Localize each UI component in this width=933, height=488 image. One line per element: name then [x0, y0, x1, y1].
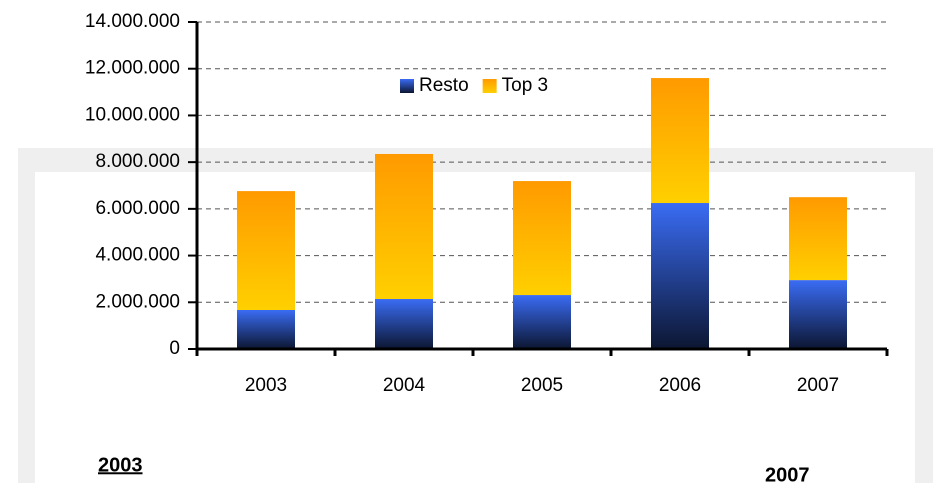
y-tick-label: 12.000.000 [85, 58, 180, 79]
legend-label: Resto [419, 75, 469, 96]
panel [35, 172, 915, 483]
bar-segment [789, 197, 847, 281]
bar-segment [513, 181, 571, 296]
x-tick-label: 2003 [245, 375, 287, 396]
y-tick-label: 2.000.000 [95, 291, 180, 312]
x-tick-label: 2006 [659, 375, 701, 396]
x-tick-label: 2007 [797, 375, 839, 396]
legend-label: Top 3 [502, 75, 548, 96]
y-tick-label: 14.000.000 [85, 11, 180, 32]
legend-swatch [482, 79, 497, 93]
x-tick-label: 2005 [521, 375, 563, 396]
y-tick-label: 4.000.000 [95, 245, 180, 266]
y-tick-label: 0 [169, 338, 180, 359]
footer-right: 2007 [765, 464, 810, 483]
y-tick-label: 8.000.000 [95, 151, 180, 172]
y-tick-label: 6.000.000 [95, 198, 180, 219]
bar-segment [789, 280, 847, 349]
legend-swatch [400, 79, 414, 93]
y-tick-label: 10.000.000 [85, 104, 180, 125]
bar-segment [375, 299, 433, 349]
bar-segment [651, 203, 709, 349]
footer-left: 2003 [98, 454, 143, 476]
bar-segment [651, 78, 709, 204]
bar-segment [375, 153, 433, 300]
x-tick-label: 2004 [383, 375, 426, 396]
bar-segment [513, 295, 571, 349]
bar-segment [237, 191, 295, 310]
bar-segment [237, 309, 295, 349]
